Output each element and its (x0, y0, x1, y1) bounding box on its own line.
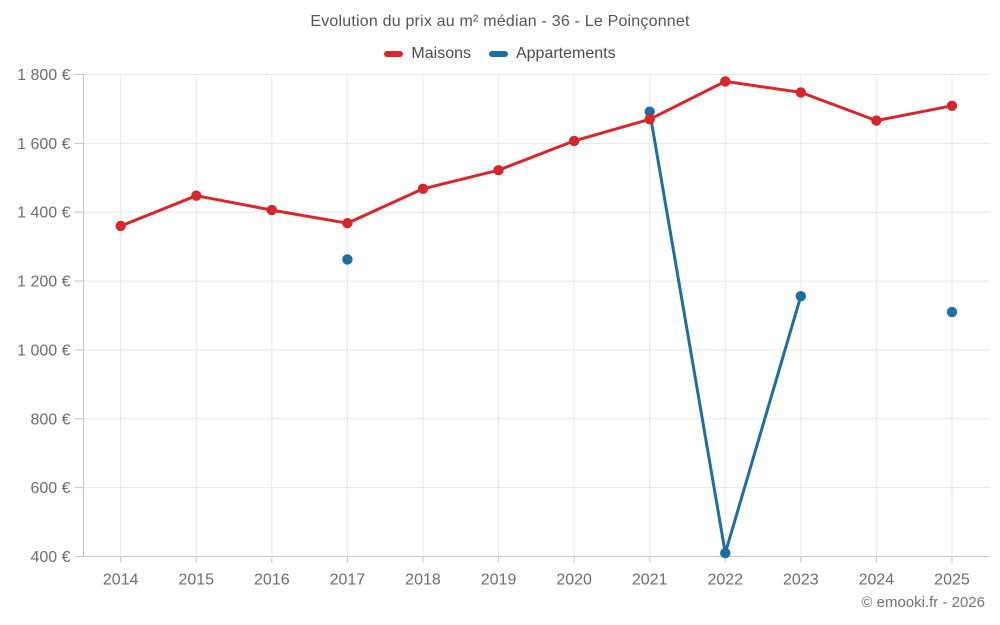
data-point-maisons-2017[interactable] (342, 218, 353, 229)
data-point-maisons-2019[interactable] (493, 165, 504, 176)
x-tick-label: 2019 (481, 572, 517, 589)
x-tick-label: 2018 (405, 572, 441, 589)
data-point-appartements-2023[interactable] (795, 291, 806, 302)
y-tick-label: 1 800 € (17, 67, 70, 84)
attribution: © emooki.fr - 2026 (861, 594, 985, 611)
legend-item-appartements[interactable]: Appartements (488, 45, 616, 63)
x-tick-label: 2017 (330, 572, 366, 589)
series-line-maisons (119, 79, 954, 228)
legend-item-maisons[interactable]: Maisons (384, 45, 471, 63)
data-point-maisons-2016[interactable] (266, 204, 277, 216)
data-point-maisons-2014[interactable] (115, 220, 126, 232)
chart-title: Evolution du prix au m² médian - 36 - Le… (310, 13, 690, 30)
legend-label-maisons: Maisons (411, 45, 471, 62)
x-tick-label: 2021 (632, 572, 668, 589)
y-tick-label: 400 € (30, 549, 70, 566)
x-tick-label: 2023 (783, 572, 819, 589)
data-point-maisons-2024[interactable] (871, 115, 882, 126)
x-tick-label: 2015 (178, 572, 214, 589)
y-tick-label: 1 200 € (17, 274, 70, 291)
y-tick-label: 800 € (30, 411, 70, 428)
maisons-swatch-icon (384, 51, 404, 57)
x-tick-label: 2022 (707, 572, 743, 589)
data-point-maisons-2021[interactable] (644, 114, 655, 125)
data-point-appartements-2017[interactable] (342, 254, 353, 265)
data-point-appartements-2022[interactable] (720, 547, 731, 559)
y-tick-label: 600 € (30, 480, 70, 497)
x-tick-label: 2025 (934, 572, 970, 589)
data-point-maisons-2025[interactable] (946, 100, 958, 112)
legend-label-appartements: Appartements (515, 45, 616, 62)
x-tick-label: 2016 (254, 572, 290, 589)
data-point-appartements-2025[interactable] (946, 306, 958, 318)
data-point-maisons-2023[interactable] (795, 87, 806, 98)
data-point-maisons-2018[interactable] (417, 183, 429, 194)
y-tick-label: 1 000 € (17, 342, 70, 359)
x-tick-label: 2024 (859, 572, 895, 589)
data-point-maisons-2015[interactable] (191, 190, 202, 201)
y-tick-label: 1 400 € (17, 205, 70, 222)
appartements-swatch-icon (488, 51, 508, 57)
x-tick-label: 2014 (103, 572, 139, 589)
data-point-maisons-2022[interactable] (720, 76, 731, 87)
data-point-appartements-2021[interactable] (644, 106, 655, 117)
legend: Maisons Appartements (0, 45, 1000, 63)
x-tick-label: 2020 (556, 572, 592, 589)
y-tick-label: 1 600 € (17, 136, 70, 153)
data-point-maisons-2020[interactable] (568, 135, 580, 147)
